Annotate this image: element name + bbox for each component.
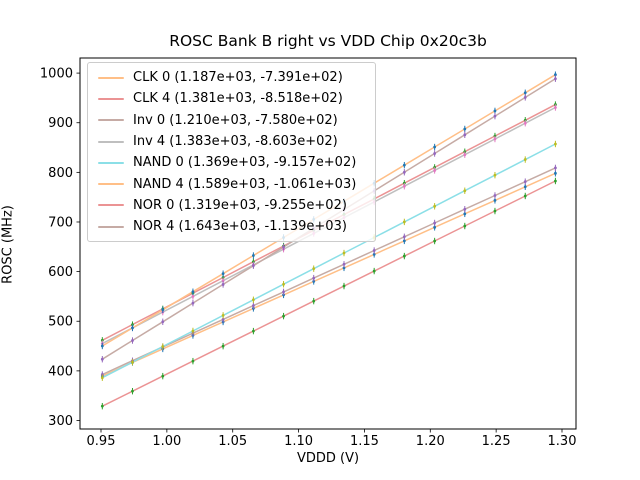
legend-swatch (98, 76, 124, 79)
y-tick-label: 1000 (40, 67, 73, 82)
legend-item-clk-4: CLK 4 (1.381e+03, -8.518e+02) (94, 88, 369, 109)
x-axis-label: VDDD (V) (296, 451, 360, 466)
x-tick-label: 1.25 (482, 434, 511, 449)
x-axis-ticks: 0.95 1.00 1.05 1.10 1.15 1.20 1.25 1.30 (87, 429, 577, 449)
markers-nor-0 (100, 177, 557, 410)
legend-swatch (98, 140, 124, 143)
y-tick-label: 800 (48, 166, 73, 181)
legend-swatch (98, 204, 124, 207)
legend-item-nand-4: NAND 4 (1.589e+03, -1.061e+03) (94, 173, 369, 194)
legend-swatch (98, 119, 124, 122)
legend: CLK 0 (1.187e+03, -7.391e+02) CLK 4 (1.38… (87, 62, 376, 243)
chart-title: ROSC Bank B right vs VDD Chip 0x20c3b (169, 32, 487, 50)
legend-label: NOR 4 (1.643e+03, -1.139e+03) (133, 219, 347, 235)
legend-item-nor-0: NOR 0 (1.319e+03, -9.255e+02) (94, 195, 369, 216)
x-tick-label: 1.30 (548, 434, 577, 449)
x-tick-label: 1.15 (350, 434, 379, 449)
legend-item-inv-4: Inv 4 (1.383e+03, -8.603e+02) (94, 131, 369, 152)
data-markers (100, 71, 557, 410)
fit-line-nor-0 (101, 180, 556, 407)
x-tick-label: 1.10 (284, 434, 313, 449)
legend-item-nor-4: NOR 4 (1.643e+03, -1.139e+03) (94, 216, 369, 237)
y-axis-label: ROSC (MHz) (0, 205, 16, 284)
markers-inv-0 (100, 164, 557, 378)
legend-label: Inv 4 (1.383e+03, -8.603e+02) (133, 134, 338, 150)
axes-spines (79, 57, 577, 430)
legend-label: Inv 0 (1.210e+03, -7.580e+02) (133, 112, 338, 128)
x-tick-label: 1.00 (152, 434, 181, 449)
y-tick-label: 400 (48, 364, 73, 379)
legend-swatch (98, 97, 124, 100)
x-tick-label: 1.05 (218, 434, 247, 449)
y-tick-label: 300 (48, 414, 73, 429)
y-tick-label: 500 (48, 315, 73, 330)
legend-item-nand-0: NAND 0 (1.369e+03, -9.157e+02) (94, 152, 369, 173)
x-tick-label: 0.95 (87, 434, 116, 449)
legend-swatch (98, 161, 124, 164)
legend-label: CLK 4 (1.381e+03, -8.518e+02) (133, 91, 343, 107)
y-tick-label: 600 (48, 265, 73, 280)
x-tick-label: 1.20 (416, 434, 445, 449)
y-tick-label: 900 (48, 116, 73, 131)
legend-label: CLK 0 (1.187e+03, -7.391e+02) (133, 70, 343, 86)
legend-swatch (98, 225, 124, 228)
fit-line-inv-0 (101, 167, 556, 376)
y-tick-label: 700 (48, 215, 73, 230)
legend-swatch (98, 183, 124, 186)
legend-item-clk-0: CLK 0 (1.187e+03, -7.391e+02) (94, 67, 369, 88)
fit-line-clk-0 (101, 172, 556, 377)
y-axis-ticks: 300 400 500 600 700 800 900 1000 (40, 67, 80, 429)
legend-label: NAND 0 (1.369e+03, -9.157e+02) (133, 155, 357, 171)
legend-label: NAND 4 (1.589e+03, -1.061e+03) (133, 176, 357, 192)
legend-item-inv-0: Inv 0 (1.210e+03, -7.580e+02) (94, 110, 369, 131)
legend-label: NOR 0 (1.319e+03, -9.255e+02) (133, 197, 347, 213)
fit-line-nand-0 (101, 143, 556, 379)
